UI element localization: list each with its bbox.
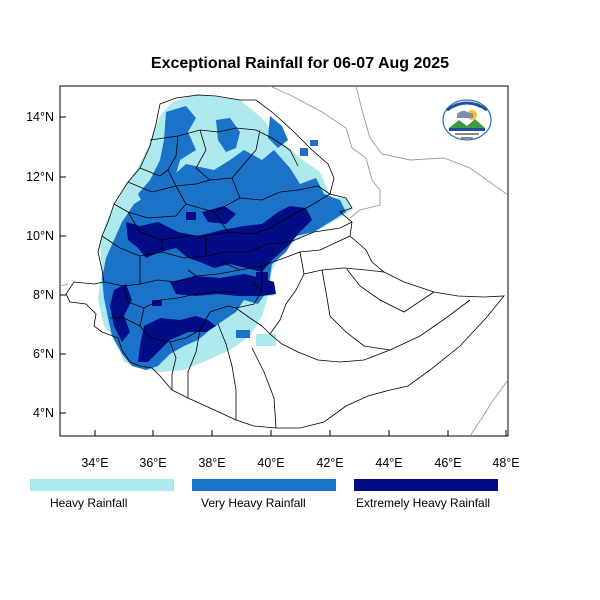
x-tick-label: 38°E: [198, 456, 225, 470]
y-tick-label: 12°N: [26, 170, 54, 184]
x-tick-label: 48°E: [492, 456, 519, 470]
x-tick-label: 44°E: [375, 456, 402, 470]
very-heavy-rainfall-area: [138, 106, 196, 206]
very-heavy-rainfall-area: [300, 148, 308, 156]
very-heavy-rainfall-area: [310, 140, 318, 146]
y-tick-label: 10°N: [26, 229, 54, 243]
legend-label-very-heavy: Very Heavy Rainfall: [201, 496, 306, 510]
legend-swatch-heavy: [30, 479, 174, 491]
x-axis: 34°E 36°E 38°E 40°E 42°E 44°E 46°E 48°E: [81, 430, 520, 470]
heavy-rainfall-area: [104, 232, 114, 244]
x-tick-label: 42°E: [316, 456, 343, 470]
very-heavy-rainfall-area: [236, 330, 250, 338]
extreme-rainfall-area: [152, 300, 162, 306]
ethiopian-meteorology-institute-logo-icon: [442, 99, 492, 141]
y-tick-label: 14°N: [26, 110, 54, 124]
x-tick-label: 40°E: [257, 456, 284, 470]
neighbor-borders: [60, 86, 508, 436]
extreme-rainfall-area: [126, 206, 312, 272]
y-axis: 14°N 12°N 10°N 8°N 6°N 4°N: [26, 110, 66, 420]
extreme-rainfall-area: [138, 316, 216, 362]
y-tick-label: 4°N: [33, 406, 54, 420]
y-tick-label: 6°N: [33, 347, 54, 361]
yemen-coast: [355, 86, 508, 196]
legend-swatch-extreme: [354, 479, 498, 491]
eritrea-border: [269, 86, 381, 219]
x-tick-label: 46°E: [434, 456, 461, 470]
extreme-rainfall-area: [202, 206, 236, 224]
somalia-coast: [469, 379, 508, 436]
region-borders: [101, 127, 471, 429]
x-tick-label: 36°E: [139, 456, 166, 470]
heavy-rainfall-area: [256, 334, 276, 346]
sudan-border: [60, 283, 69, 287]
ethiopia-outline: [65, 94, 505, 429]
very-heavy-rainfall-area: [216, 118, 240, 152]
ethiopia-borders: [65, 94, 505, 429]
extreme-rainfall-area: [186, 212, 196, 220]
map-title: Exceptional Rainfall for 06-07 Aug 2025: [150, 55, 450, 72]
y-tick-label: 8°N: [33, 288, 54, 302]
very-heavy-rainfall-area: [268, 116, 288, 148]
extreme-rainfall-area: [110, 284, 132, 342]
rainfall-overlay: [98, 94, 352, 372]
extreme-rainfall-area: [170, 274, 276, 296]
legend-swatch-very-heavy: [192, 479, 336, 491]
legend-label-extreme: Extremely Heavy Rainfall: [356, 496, 491, 510]
x-tick-label: 34°E: [81, 456, 108, 470]
legend-label-heavy: Heavy Rainfall: [50, 496, 128, 510]
